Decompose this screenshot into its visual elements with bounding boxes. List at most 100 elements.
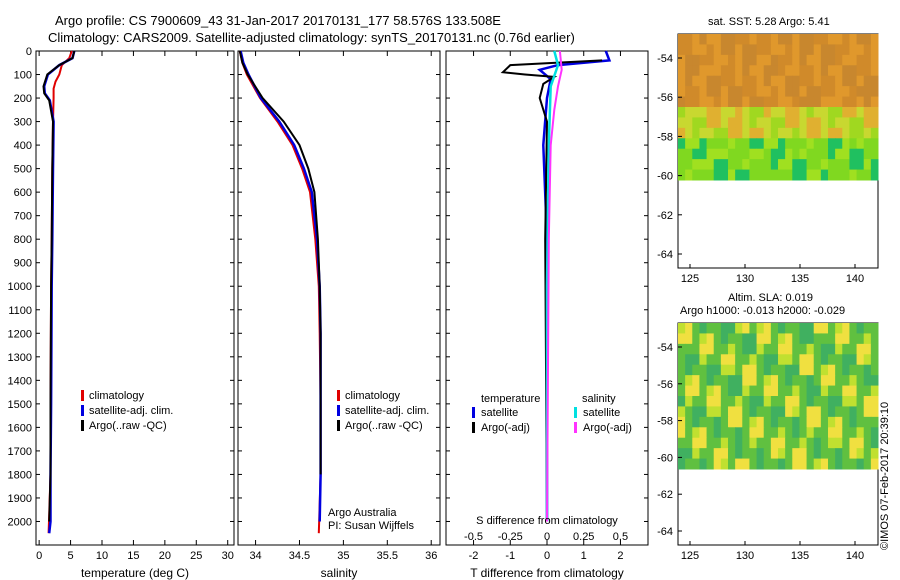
map-cell (692, 364, 700, 376)
map-cell (842, 343, 850, 355)
map-cell (706, 159, 715, 171)
map-cell (835, 34, 843, 45)
map-cell (756, 333, 765, 345)
x-tick-label: 36 (425, 550, 437, 562)
map-cell (685, 117, 693, 129)
map-cell (792, 86, 800, 98)
map-cell (856, 86, 865, 98)
map-cell (742, 448, 750, 460)
map-cell (735, 396, 743, 407)
map-cell (763, 148, 772, 160)
map-cell (799, 169, 808, 181)
map-cell (835, 343, 843, 355)
map-cell (778, 86, 786, 98)
legend-swatch (472, 407, 475, 418)
map-cell (835, 416, 843, 428)
map-cell (728, 343, 736, 355)
map-cell (799, 54, 808, 66)
map-cell (749, 458, 758, 470)
header-line2: Climatology: CARS2009. Satellite-adjuste… (48, 30, 575, 45)
map-cell (713, 448, 722, 460)
map-cell (806, 343, 815, 355)
map-cell (742, 437, 750, 449)
map-cell (720, 448, 729, 460)
map-cell (820, 44, 829, 56)
map-cell (849, 107, 858, 118)
map-cell (742, 385, 750, 397)
map-cell (849, 54, 858, 66)
x-tick-label: 25 (190, 550, 202, 562)
map-cell (813, 375, 822, 387)
map-cell (756, 54, 765, 66)
map-cell (735, 437, 743, 449)
map-cell (806, 416, 815, 428)
map-cell (770, 86, 779, 98)
x-tick-label: 2 (617, 550, 623, 562)
x-tick-label: 15 (127, 550, 139, 562)
map-cell (692, 138, 700, 150)
map-cell (699, 65, 708, 77)
map-cell (856, 333, 865, 345)
map-cell (785, 44, 793, 56)
map-cell (692, 96, 700, 108)
series-line (42, 50, 76, 534)
legend-swatch (337, 420, 340, 431)
map-cell (842, 385, 850, 397)
map-cell (692, 385, 700, 397)
map-cell (728, 117, 736, 129)
map-cell (856, 107, 865, 118)
map-y-tick-label: -58 (657, 131, 673, 143)
map-cell (856, 117, 865, 129)
map-cell (720, 169, 729, 181)
map-cell (870, 54, 879, 66)
legend-group-label: salinity (582, 393, 616, 405)
y-tick-label: 900 (14, 258, 32, 270)
map-cell (699, 427, 708, 439)
map-cell (685, 107, 693, 118)
map-cell (706, 96, 715, 108)
map-cell (713, 127, 722, 139)
map-cell (785, 375, 793, 387)
map-cell (728, 448, 736, 460)
map-cell (756, 117, 765, 129)
map-cell (856, 364, 865, 376)
map-cell (828, 406, 836, 418)
map-cell (778, 169, 786, 181)
map-cell (770, 127, 779, 139)
map-cell (842, 437, 850, 449)
map-cell (820, 148, 829, 160)
map-cell (735, 86, 743, 98)
map-cell (735, 427, 743, 439)
map-cell (678, 354, 686, 366)
map-cell (863, 148, 872, 160)
map-cell (713, 54, 722, 66)
map-cell (778, 138, 786, 150)
map-cell (828, 343, 836, 355)
map-cell (742, 427, 750, 439)
map-cell (785, 107, 793, 118)
map-cell (820, 96, 829, 108)
y-tick-label: 1400 (8, 375, 32, 387)
map-cell (770, 354, 779, 366)
map-cell (678, 138, 686, 150)
map-cell (763, 75, 772, 87)
x-axis-label: salinity (321, 566, 358, 580)
map-x-tick-label: 135 (791, 550, 809, 562)
map-cell (699, 364, 708, 376)
map-cell (813, 385, 822, 397)
map-cell (849, 44, 858, 56)
map-cell (870, 396, 879, 407)
map-cell (706, 107, 715, 118)
map-cell (699, 416, 708, 428)
map-cell (778, 458, 786, 470)
map-cell (770, 117, 779, 129)
map-cell (813, 127, 822, 139)
map-cell (749, 127, 758, 139)
map-cell (842, 375, 850, 387)
top-tick-label: 0.25 (573, 531, 594, 543)
map-cell (685, 148, 693, 160)
map-cell (813, 86, 822, 98)
map-cell (792, 127, 800, 139)
map-cell (792, 138, 800, 150)
map-cell (685, 427, 693, 439)
